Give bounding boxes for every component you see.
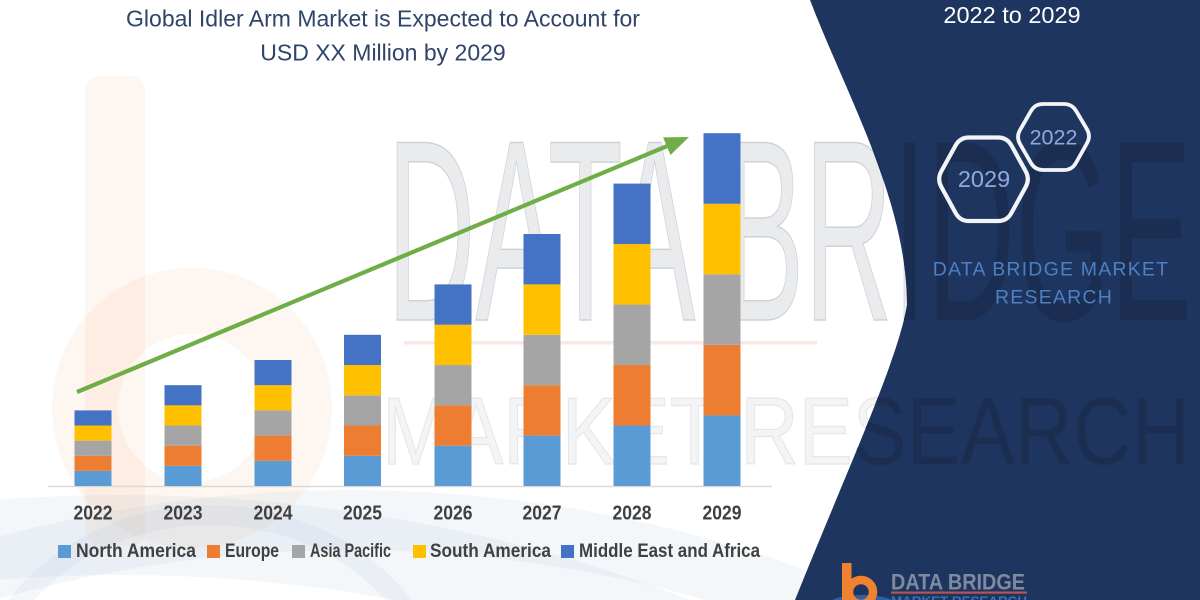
svg-text:2022 to 2029: 2022 to 2029 — [943, 2, 1080, 28]
svg-text:2024: 2024 — [254, 503, 294, 525]
svg-text:Global Idler Arm Market is Exp: Global Idler Arm Market is Expected to A… — [126, 6, 640, 32]
svg-text:Asia Pacific: Asia Pacific — [310, 541, 391, 562]
svg-text:MARKET RESEARCH: MARKET RESEARCH — [891, 594, 1027, 600]
svg-text:2028: 2028 — [613, 503, 652, 525]
svg-text:2029: 2029 — [958, 166, 1010, 192]
svg-text:2023: 2023 — [164, 503, 203, 525]
svg-text:2029: 2029 — [703, 503, 742, 525]
svg-text:South America: South America — [430, 541, 551, 562]
svg-text:Middle East and Africa: Middle East and Africa — [579, 541, 760, 562]
svg-text:2022: 2022 — [74, 503, 113, 525]
svg-text:DATA BRIDGE: DATA BRIDGE — [891, 570, 1025, 595]
svg-text:2027: 2027 — [523, 503, 562, 525]
svg-text:RESEARCH: RESEARCH — [995, 287, 1113, 309]
svg-text:North America: North America — [76, 541, 196, 562]
svg-text:USD XX Million by 2029: USD XX Million by 2029 — [260, 40, 505, 66]
svg-text:2022: 2022 — [1030, 126, 1078, 150]
svg-text:2025: 2025 — [343, 503, 382, 525]
svg-text:DATA BRIDGE MARKET: DATA BRIDGE MARKET — [933, 259, 1170, 281]
svg-text:Europe: Europe — [225, 541, 279, 562]
svg-text:2026: 2026 — [434, 503, 473, 525]
